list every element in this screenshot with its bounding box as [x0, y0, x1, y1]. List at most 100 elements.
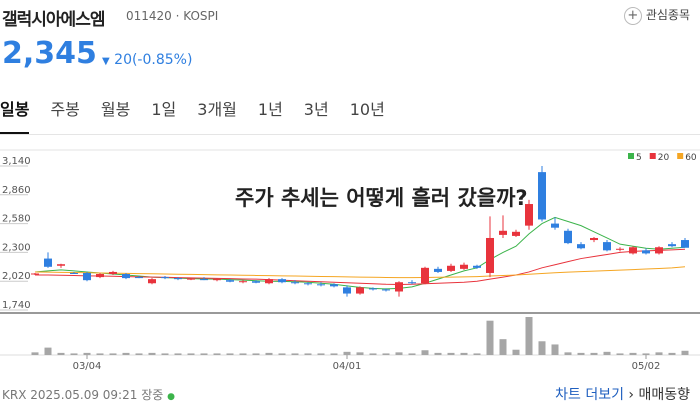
candle-body [499, 230, 507, 235]
volume-bar [70, 353, 78, 355]
candle-body [538, 172, 546, 220]
tab[interactable]: 주봉 [50, 100, 80, 119]
tab[interactable]: 월봉 [100, 100, 131, 119]
more-link[interactable]: 차트 더보기 [555, 387, 624, 403]
volume-bar [369, 353, 377, 355]
x-tick-label: 04/01 [333, 361, 362, 372]
volume-bar [200, 353, 208, 355]
candle-body [603, 242, 611, 251]
moving-average [34, 216, 686, 290]
candle-body [187, 278, 195, 280]
stock-code: 011420 · KOSPI [126, 9, 219, 23]
candle-body [239, 281, 247, 283]
candle-body [551, 223, 559, 228]
volume-bar [408, 353, 416, 355]
tab[interactable]: 1일 [151, 100, 177, 119]
watch-button[interactable]: + 관심종목 [623, 6, 690, 25]
volume-bar [499, 339, 507, 355]
volume-bar [525, 317, 533, 355]
volume-bar [538, 341, 546, 355]
time: 2025.05.09 09:21 [30, 388, 138, 402]
tab[interactable]: 3개월 [197, 100, 237, 119]
moving-average [34, 266, 686, 279]
candle-body [486, 237, 494, 273]
candle-body [148, 279, 156, 284]
volume-bar [382, 353, 390, 355]
candle-body [629, 247, 637, 254]
candle-body [96, 273, 104, 278]
volume-bar [239, 353, 247, 355]
volume-bar [434, 352, 442, 355]
trend-link[interactable]: 매매동향 [638, 387, 690, 403]
candle-body [44, 258, 52, 267]
volume-bar [512, 349, 520, 355]
down-arrow: ▼ [102, 56, 110, 67]
stock-name: 갤럭시아에스엠 [2, 10, 105, 30]
candle-body [655, 247, 663, 254]
candle-body [135, 277, 143, 279]
volume-bar [187, 353, 195, 355]
volume-bar [421, 350, 429, 355]
volume-bar [122, 352, 130, 355]
candle-body [174, 278, 182, 280]
tab[interactable]: 1년 [257, 100, 283, 119]
candle-body [252, 281, 260, 283]
moving-average [35, 248, 686, 285]
y-tick-label: 2,860 [2, 185, 31, 196]
candle-body [278, 279, 286, 283]
candle-body [434, 268, 442, 272]
volume-bar [148, 352, 156, 355]
candle-body [616, 248, 624, 250]
volume-bar [603, 351, 611, 355]
legend-label: 60 [685, 153, 697, 163]
candle-body [161, 277, 169, 279]
volume-bar [551, 344, 559, 355]
y-tick-label: 2,580 [2, 214, 31, 225]
legend-label: 5 [636, 153, 642, 163]
market: KOSPI [183, 9, 219, 23]
volume-bar [564, 352, 572, 355]
candle-body [343, 287, 351, 294]
y-tick-label: 2,300 [2, 242, 31, 253]
candle-body [577, 244, 585, 249]
volume-bar [265, 352, 273, 355]
volume-bar [135, 353, 143, 355]
tabs: 일봉 주봉 월봉 1일 3개월 1년 3년 10년 [0, 96, 406, 134]
candle-body [226, 280, 234, 282]
volume-bar [83, 352, 91, 355]
candle-body [408, 282, 416, 284]
legend-swatch [628, 153, 634, 159]
volume-bar [109, 353, 117, 355]
candle-body [31, 273, 39, 275]
candle-body [460, 264, 468, 269]
volume-bar [629, 352, 637, 355]
tab[interactable]: 일봉 [0, 96, 30, 134]
volume-bar [460, 352, 468, 355]
volume-bar [330, 353, 338, 355]
y-tick-label: 1,740 [2, 300, 31, 311]
annotation: 주가 추세는 어떻게 흘러 갔을까? [235, 186, 528, 210]
volume-bar [213, 353, 221, 355]
volume-bar [668, 352, 676, 355]
candle-body [265, 279, 273, 284]
volume-bar [642, 353, 650, 355]
volume-bar [252, 353, 260, 355]
candle-body [681, 240, 689, 248]
volume-bar [161, 353, 169, 355]
y-tick-label: 3,140 [2, 156, 31, 167]
tab[interactable]: 3년 [303, 100, 329, 119]
candle-body [395, 282, 403, 292]
status: 장중 [141, 388, 164, 402]
candle-body [369, 288, 377, 290]
plus-icon: + [623, 7, 642, 25]
volume-bar [486, 320, 494, 355]
volume-bar [590, 352, 598, 355]
candle-body [642, 250, 650, 254]
legend-swatch [677, 153, 684, 159]
volume-bar [356, 352, 364, 355]
candle-body [447, 265, 455, 271]
volume-bar [31, 352, 39, 355]
tab[interactable]: 10년 [349, 100, 385, 119]
volume-bar [174, 353, 182, 355]
